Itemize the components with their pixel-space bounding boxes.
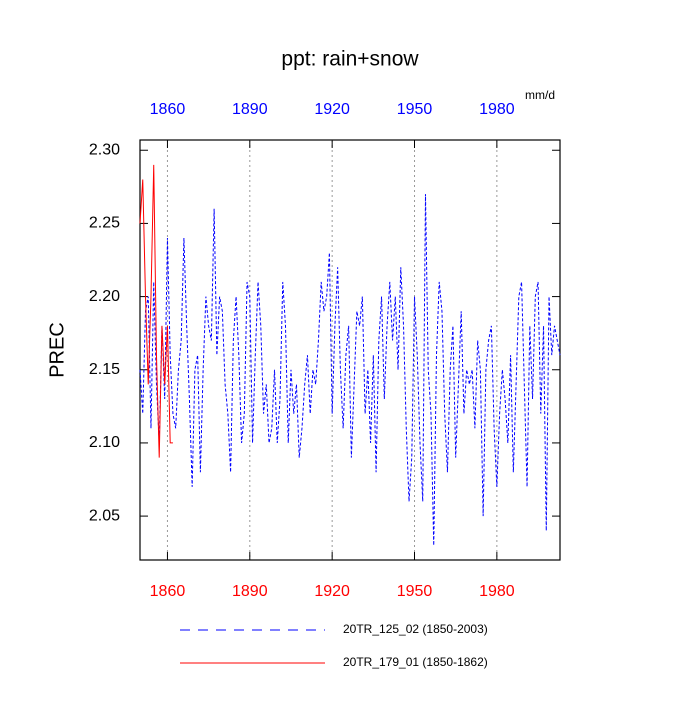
x2-tick-label: 1920	[314, 101, 350, 118]
x-tick-label: 1860	[150, 583, 186, 600]
chart-title: ppt: rain+snow	[281, 48, 419, 71]
y-tick-label: 2.20	[89, 288, 120, 305]
x-tick-label: 1950	[397, 583, 433, 600]
x-tick-label: 1890	[232, 583, 268, 600]
y-tick-label: 2.15	[89, 361, 120, 378]
legend-label: 20TR_179_01 (1850-1862)	[343, 655, 488, 669]
x2-tick-label: 1980	[479, 101, 515, 118]
units-label: mm/d	[525, 88, 555, 102]
x-tick-label: 1980	[479, 583, 515, 600]
x2-tick-label: 1890	[232, 101, 268, 118]
y-tick-label: 2.05	[89, 507, 120, 524]
y-axis-label: PREC	[46, 322, 68, 378]
y-tick-label: 2.30	[89, 141, 120, 158]
legend-label: 20TR_125_02 (1850-2003)	[343, 622, 488, 636]
series-line	[139, 194, 561, 546]
x2-tick-label: 1950	[397, 101, 433, 118]
x2-tick-label: 1860	[150, 101, 186, 118]
series-line	[139, 164, 173, 458]
plot-frame	[139, 139, 561, 561]
y-tick-label: 2.10	[89, 434, 120, 451]
x-tick-label: 1920	[314, 583, 350, 600]
y-tick-label: 2.25	[89, 215, 120, 232]
